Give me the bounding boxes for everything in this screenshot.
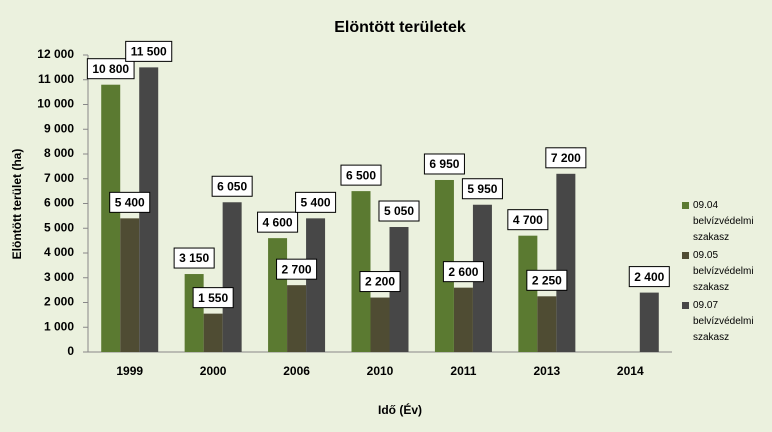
chart-title: Elöntött területek [334, 19, 466, 36]
value-label: 5 950 [467, 182, 497, 196]
legend-entry: 09.05 belvízvédelmi szakasz [682, 248, 770, 296]
value-label-box [125, 40, 173, 62]
value-label-box [545, 147, 587, 169]
bar [222, 202, 242, 352]
y-tick-label: 7 000 [44, 171, 74, 185]
legend-label: 09.04 belvízvédelmi szakasz [693, 200, 754, 243]
bar [537, 296, 557, 352]
value-label: 6 050 [217, 179, 247, 193]
value-label-box [109, 191, 151, 213]
legend-label: 09.05 belvízvédelmi szakasz [693, 250, 754, 293]
value-label-box [507, 209, 549, 231]
y-tick-label: 2 000 [44, 295, 74, 309]
value-label-box [173, 247, 215, 269]
legend-entry: 09.07 belvízvédelmi szakasz [682, 298, 770, 346]
bar [120, 218, 140, 352]
bar [306, 218, 326, 352]
y-tick-label: 0 [67, 344, 74, 358]
value-label: 5 400 [115, 196, 145, 210]
bar [518, 235, 538, 352]
value-label: 2 400 [634, 270, 664, 284]
value-label-box [257, 211, 299, 233]
value-label-box [526, 269, 568, 291]
y-tick-label: 6 000 [44, 196, 74, 210]
legend-swatch [682, 202, 689, 209]
y-tick-label: 9 000 [44, 121, 74, 135]
bar [556, 173, 576, 352]
value-label: 2 600 [448, 265, 478, 279]
x-tick-label: 2013 [534, 364, 561, 378]
x-tick-label: 1999 [116, 364, 143, 378]
value-label: 6 950 [429, 157, 459, 171]
value-label-box [211, 175, 253, 197]
y-tick-label: 10 000 [37, 97, 74, 111]
bar [370, 297, 390, 352]
y-tick-label: 4 000 [44, 245, 74, 259]
value-label: 4 700 [513, 213, 543, 227]
value-label-box [423, 153, 465, 175]
legend-swatch [682, 252, 689, 259]
value-label: 7 200 [551, 151, 581, 165]
legend: 09.04 belvízvédelmi szakasz 09.05 belvízv… [682, 198, 770, 348]
bar [639, 292, 659, 352]
bar [184, 274, 204, 352]
bar [101, 84, 121, 352]
bar [287, 285, 307, 352]
legend-swatch [682, 302, 689, 309]
x-axis-label: Idő (Év) [378, 402, 422, 417]
value-label-box [276, 258, 318, 280]
value-label-box [295, 191, 337, 213]
value-label: 5 050 [384, 204, 414, 218]
value-label: 10 800 [92, 62, 129, 76]
y-tick-label: 1 000 [44, 319, 74, 333]
value-label: 6 500 [346, 168, 376, 182]
value-label: 3 150 [179, 251, 209, 265]
x-tick-label: 2006 [283, 364, 310, 378]
value-label: 2 200 [365, 275, 395, 289]
bar [203, 313, 223, 352]
x-tick-label: 2014 [617, 364, 644, 378]
y-tick-label: 8 000 [44, 146, 74, 160]
value-label: 4 600 [263, 215, 293, 229]
y-tick-label: 11 000 [38, 72, 74, 86]
y-tick-label: 3 000 [44, 270, 74, 284]
value-label-box [628, 266, 670, 288]
legend-entry: 09.04 belvízvédelmi szakasz [682, 198, 770, 246]
value-label-box [442, 261, 484, 283]
x-tick-label: 2000 [200, 364, 227, 378]
value-label: 5 400 [301, 196, 331, 210]
value-label-box [359, 271, 401, 293]
value-label: 2 700 [282, 262, 312, 276]
y-tick-label: 12 000 [37, 47, 74, 61]
bar [453, 287, 473, 352]
value-label-box [86, 58, 135, 80]
value-label: 2 250 [532, 273, 562, 287]
y-tick-label: 5 000 [44, 220, 74, 234]
x-tick-label: 2010 [367, 364, 394, 378]
value-label-box [192, 287, 234, 309]
value-label-box [461, 178, 503, 200]
value-label: 11 500 [131, 45, 167, 59]
value-label: 1 550 [198, 291, 228, 305]
x-tick-label: 2011 [450, 364, 476, 378]
legend-label: 09.07 belvízvédelmi szakasz [693, 300, 754, 343]
bar [268, 238, 288, 352]
value-label-box [340, 164, 382, 186]
y-axis-label: Elöntött terület (ha) [10, 149, 24, 260]
value-label-box [378, 200, 420, 222]
